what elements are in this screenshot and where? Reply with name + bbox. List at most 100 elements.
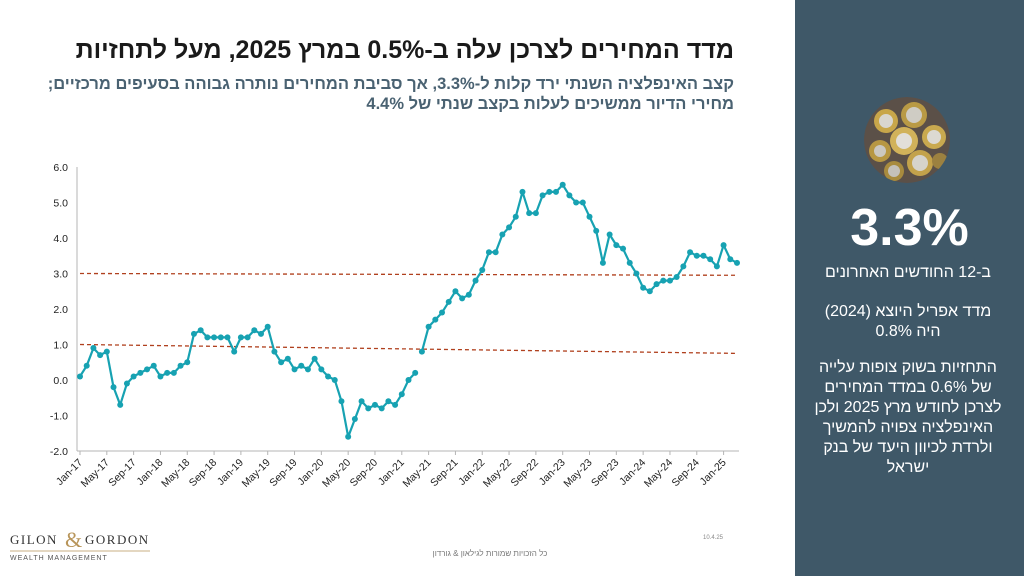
subtitle-line-2: מחירי הדיור ממשיכים לעלות בקצב שנתי של 4… xyxy=(366,95,734,113)
x-tick-label: May-19 xyxy=(240,457,273,490)
x-axis: Jan-17May-17Sep-17Jan-18May-18Sep-18Jan-… xyxy=(54,451,729,490)
data-point xyxy=(666,277,673,284)
data-points xyxy=(77,181,740,440)
data-point xyxy=(459,295,466,302)
data-point xyxy=(298,362,305,369)
x-tick-label: Sep-18 xyxy=(187,457,220,490)
data-point xyxy=(110,384,117,391)
company-logo: GILON & GORDON WEALTH MANAGEMENT xyxy=(10,527,155,567)
data-point xyxy=(586,213,593,220)
data-point xyxy=(398,391,405,398)
data-point xyxy=(271,348,278,355)
data-point xyxy=(90,345,97,352)
data-point xyxy=(412,369,419,376)
x-tick-label: Sep-21 xyxy=(428,457,461,490)
y-tick-label: 1.0 xyxy=(53,340,68,352)
data-point xyxy=(331,377,338,383)
data-point xyxy=(83,362,90,369)
data-point xyxy=(559,181,566,188)
data-point xyxy=(573,199,580,206)
data-point xyxy=(519,188,526,195)
data-point xyxy=(465,291,472,298)
footer-copyright: כל הזכויות שמורות לגילאון & גורדון xyxy=(432,549,548,558)
y-tick-label: -2.0 xyxy=(50,446,68,458)
data-point xyxy=(472,277,479,284)
data-point xyxy=(526,210,533,217)
data-point xyxy=(734,259,740,266)
data-point xyxy=(325,373,332,380)
data-point xyxy=(365,405,372,412)
x-tick-label: May-24 xyxy=(642,457,675,490)
data-point xyxy=(593,227,600,234)
reference-line xyxy=(79,272,738,276)
data-point xyxy=(137,369,144,376)
data-point xyxy=(566,192,573,199)
data-point xyxy=(479,266,486,273)
data-point xyxy=(130,373,137,380)
data-point xyxy=(713,263,720,270)
april-index-line-2: היה 0.8% xyxy=(875,323,941,340)
data-point xyxy=(170,369,177,376)
data-point xyxy=(485,249,492,256)
data-point xyxy=(164,369,171,376)
data-point xyxy=(660,277,667,284)
data-point xyxy=(452,288,459,295)
data-point xyxy=(77,373,83,380)
data-point xyxy=(304,366,311,373)
data-point xyxy=(499,231,506,238)
data-point xyxy=(123,380,130,387)
data-point xyxy=(264,323,271,330)
data-point xyxy=(211,334,218,341)
data-point xyxy=(579,199,586,206)
data-point xyxy=(687,249,694,256)
data-point xyxy=(606,231,613,238)
data-point xyxy=(620,245,627,252)
data-point xyxy=(599,259,606,266)
april-index-note: מדד אפריל היוצא (2024) היה 0.8% xyxy=(809,302,1007,342)
data-point xyxy=(653,281,660,288)
date-stamp: 10.4.25 xyxy=(703,535,724,541)
x-tick-label: Sep-22 xyxy=(509,457,542,490)
data-point xyxy=(392,401,399,408)
y-tick-label: 5.0 xyxy=(53,198,68,210)
data-point xyxy=(432,316,439,323)
data-point xyxy=(613,242,620,249)
reference-line xyxy=(79,343,738,355)
data-point xyxy=(177,362,184,369)
data-point xyxy=(291,366,298,373)
series xyxy=(79,183,738,438)
series-line xyxy=(420,183,738,352)
data-point xyxy=(680,263,687,270)
coins-image xyxy=(864,97,950,183)
side-panel: 3.3% ב-12 החודשים האחרונים מדד אפריל היו… xyxy=(795,0,1024,576)
y-tick-label: -1.0 xyxy=(50,411,68,423)
data-point xyxy=(284,355,291,362)
y-tick-label: 0.0 xyxy=(53,375,68,387)
data-point xyxy=(552,188,559,195)
data-point xyxy=(371,401,378,408)
data-point xyxy=(311,355,318,362)
y-tick-label: 2.0 xyxy=(53,304,68,316)
data-point xyxy=(640,284,647,291)
data-point xyxy=(251,327,258,334)
data-point xyxy=(385,398,392,405)
data-point xyxy=(204,334,211,341)
svg-text:WEALTH MANAGEMENT: WEALTH MANAGEMENT xyxy=(10,555,108,562)
data-point xyxy=(707,256,714,263)
data-point xyxy=(445,298,452,305)
data-point xyxy=(244,334,251,341)
data-point xyxy=(532,210,539,217)
page-subtitle: קצב האינפלציה השנתי ירד קלות ל-3.3%, אך … xyxy=(14,74,734,114)
x-tick-label: May-17 xyxy=(79,457,112,490)
x-tick-label: Sep-24 xyxy=(669,457,702,490)
data-point xyxy=(727,256,734,263)
x-tick-label: Sep-17 xyxy=(106,457,139,490)
data-point xyxy=(492,249,499,256)
data-point xyxy=(224,334,231,341)
big-figure-caption: ב-12 החודשים האחרונים xyxy=(825,264,991,281)
data-point xyxy=(318,366,325,373)
cpi-line-chart: -2.0 -1.0 0.0 1.0 2.0 3.0 4.0 5.0 6.0 Jan-17May-… xyxy=(50,162,740,490)
data-point xyxy=(144,366,151,373)
data-point xyxy=(197,327,204,334)
x-tick-label: Jan-25 xyxy=(698,457,729,488)
